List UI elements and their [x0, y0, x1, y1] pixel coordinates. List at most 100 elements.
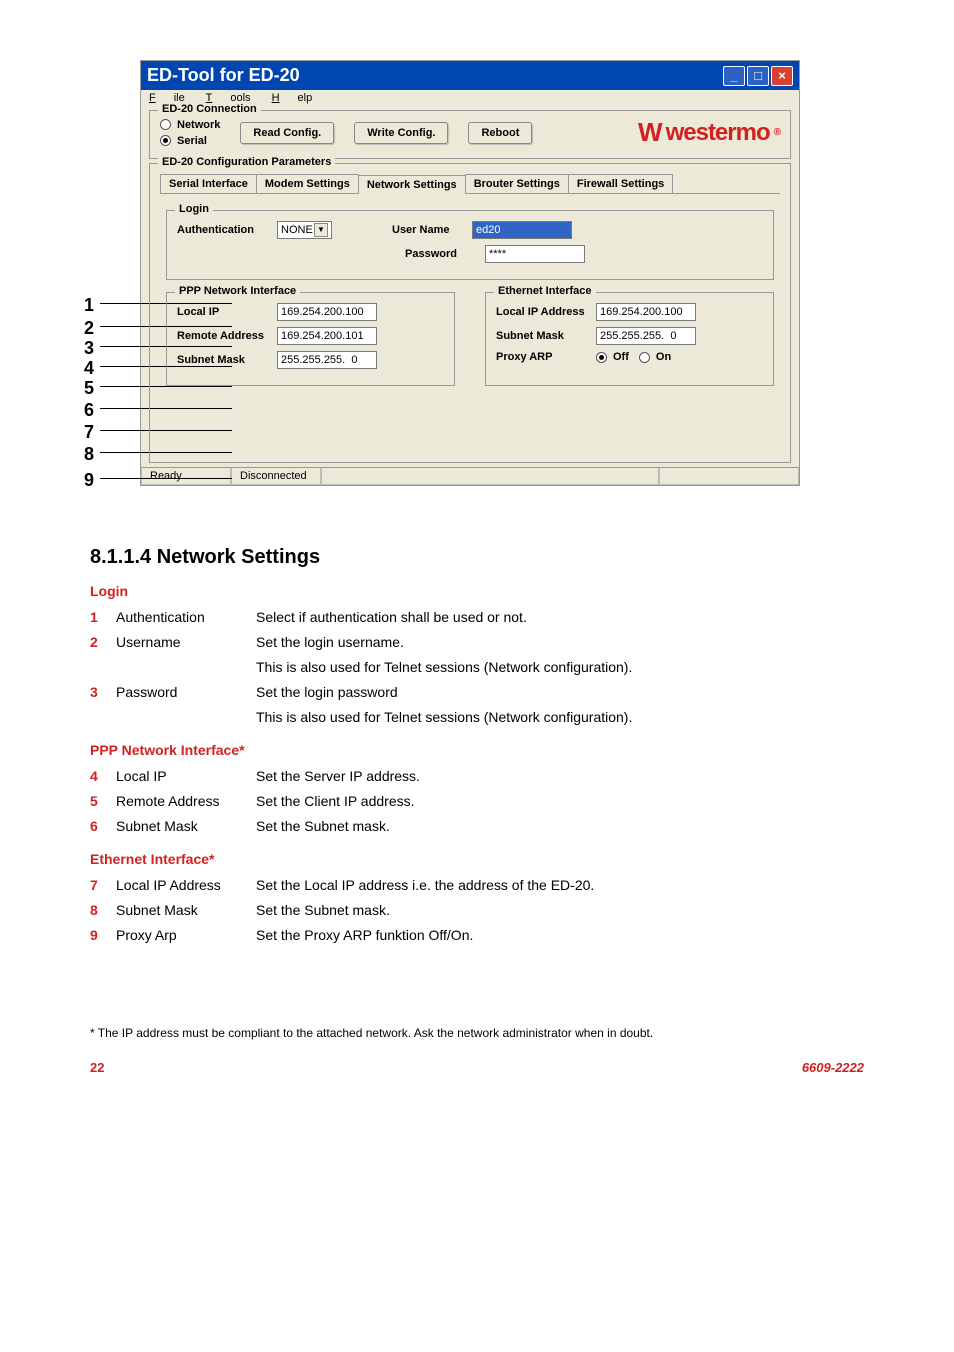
radio-serial[interactable]: Serial — [160, 135, 220, 147]
leader-6: 6 — [84, 400, 94, 421]
eth-subnet-input[interactable] — [596, 327, 696, 345]
definition-desc: Set the login username. — [256, 632, 864, 653]
radio-proxy-off[interactable]: Off — [596, 351, 629, 363]
definition-row-cont: This is also used for Telnet sessions (N… — [90, 657, 864, 678]
auth-dropdown[interactable]: NONE ▼ — [277, 221, 332, 239]
definition-desc: Set the Local IP address i.e. the addres… — [256, 875, 864, 896]
definition-row: 1AuthenticationSelect if authentication … — [90, 607, 864, 628]
definition-desc-cont: This is also used for Telnet sessions (N… — [256, 707, 864, 728]
ppp-subnet-input[interactable] — [277, 351, 377, 369]
definition-term: Authentication — [116, 607, 256, 628]
password-input[interactable] — [485, 245, 585, 263]
doc-number: 6609-2222 — [802, 1060, 864, 1075]
menu-help[interactable]: Help — [272, 92, 313, 104]
ppp-local-ip-label: Local IP — [177, 306, 267, 318]
login-fieldset-label: Login — [175, 203, 213, 215]
auth-label: Authentication — [177, 224, 267, 236]
read-config-button[interactable]: Read Config. — [240, 122, 334, 144]
leader-1: 1 — [84, 295, 94, 316]
footnote: * The IP address must be compliant to th… — [90, 1026, 864, 1040]
radio-network[interactable]: Network — [160, 119, 220, 131]
tab-serial[interactable]: Serial Interface — [160, 174, 257, 193]
leader-3: 3 — [84, 338, 94, 359]
tab-modem[interactable]: Modem Settings — [256, 174, 359, 193]
auth-value: NONE — [281, 224, 313, 236]
definition-term: Proxy Arp — [116, 925, 256, 946]
definition-desc-cont: This is also used for Telnet sessions (N… — [256, 657, 864, 678]
leader-4: 4 — [84, 358, 94, 379]
definition-row: 7Local IP AddressSet the Local IP addres… — [90, 875, 864, 896]
eth-local-ip-input[interactable] — [596, 303, 696, 321]
definition-term: Local IP — [116, 766, 256, 787]
params-group-label: ED-20 Configuration Parameters — [158, 156, 335, 168]
definition-number: 9 — [90, 925, 116, 946]
westermo-logo: Wwestermo® — [638, 117, 780, 148]
definition-desc: Set the login password — [256, 682, 864, 703]
connection-group: ED-20 Connection Network Serial Read Con… — [149, 110, 791, 159]
radio-on-label: On — [656, 351, 671, 363]
eth-subnet-label: Subnet Mask — [496, 330, 586, 342]
window-title: ED-Tool for ED-20 — [147, 65, 300, 86]
ppp-fieldset: PPP Network Interface Local IP Remote Ad… — [166, 292, 455, 386]
radio-proxy-on[interactable]: On — [639, 351, 671, 363]
eth-proxy-label: Proxy ARP — [496, 351, 586, 363]
username-input[interactable] — [472, 221, 572, 239]
section-heading: 8.1.1.4 Network Settings — [90, 546, 864, 569]
minimize-icon[interactable]: _ — [723, 66, 745, 86]
eth-subsection: Ethernet Interface* — [90, 851, 864, 867]
definition-desc: Set the Proxy ARP funktion Off/On. — [256, 925, 864, 946]
ppp-remote-input[interactable] — [277, 327, 377, 345]
ppp-subnet-label: Subnet Mask — [177, 354, 267, 366]
definition-term: Subnet Mask — [116, 900, 256, 921]
username-label: User Name — [392, 224, 462, 236]
leader-7: 7 — [84, 422, 94, 443]
definition-desc: Set the Subnet mask. — [256, 816, 864, 837]
password-label: Password — [405, 248, 475, 260]
status-ready: Ready — [141, 468, 231, 485]
tab-brouter[interactable]: Brouter Settings — [465, 174, 569, 193]
definition-number: 2 — [90, 632, 116, 653]
leader-2: 2 — [84, 318, 94, 339]
definition-term: Subnet Mask — [116, 816, 256, 837]
reboot-button[interactable]: Reboot — [468, 122, 532, 144]
definition-number: 8 — [90, 900, 116, 921]
leader-5: 5 — [84, 378, 94, 399]
eth-local-ip-label: Local IP Address — [496, 306, 586, 318]
definition-number: 7 — [90, 875, 116, 896]
definition-row-cont: This is also used for Telnet sessions (N… — [90, 707, 864, 728]
definition-number: 5 — [90, 791, 116, 812]
definition-number: 1 — [90, 607, 116, 628]
definition-desc: Set the Server IP address. — [256, 766, 864, 787]
leader-9: 9 — [84, 470, 94, 491]
definition-number: 4 — [90, 766, 116, 787]
statusbar: Ready Disconnected — [141, 467, 799, 485]
ppp-fieldset-label: PPP Network Interface — [175, 285, 300, 297]
definition-desc: Set the Subnet mask. — [256, 900, 864, 921]
login-fieldset: Login Authentication NONE ▼ User Name — [166, 210, 774, 280]
definition-number: 6 — [90, 816, 116, 837]
definition-row: 6Subnet MaskSet the Subnet mask. — [90, 816, 864, 837]
close-icon[interactable]: × — [771, 66, 793, 86]
radio-serial-label: Serial — [177, 135, 207, 147]
maximize-icon[interactable]: □ — [747, 66, 769, 86]
definition-row: 4Local IPSet the Server IP address. — [90, 766, 864, 787]
radio-network-label: Network — [177, 119, 220, 131]
tab-network[interactable]: Network Settings — [358, 175, 466, 194]
ppp-remote-label: Remote Address — [177, 330, 267, 342]
definition-number: 3 — [90, 682, 116, 703]
app-window: ED-Tool for ED-20 _ □ × File Tools Help … — [140, 60, 800, 486]
chevron-down-icon: ▼ — [314, 223, 328, 237]
ppp-subsection: PPP Network Interface* — [90, 742, 864, 758]
login-subsection: Login — [90, 583, 864, 599]
definition-term: Password — [116, 682, 256, 703]
ppp-local-ip-input[interactable] — [277, 303, 377, 321]
definition-term: Local IP Address — [116, 875, 256, 896]
definition-term: Username — [116, 632, 256, 653]
status-disconnected: Disconnected — [231, 468, 321, 485]
definition-desc: Set the Client IP address. — [256, 791, 864, 812]
connection-group-label: ED-20 Connection — [158, 103, 261, 115]
leader-8: 8 — [84, 444, 94, 465]
definition-row: 2UsernameSet the login username. — [90, 632, 864, 653]
write-config-button[interactable]: Write Config. — [354, 122, 448, 144]
tab-firewall[interactable]: Firewall Settings — [568, 174, 673, 193]
